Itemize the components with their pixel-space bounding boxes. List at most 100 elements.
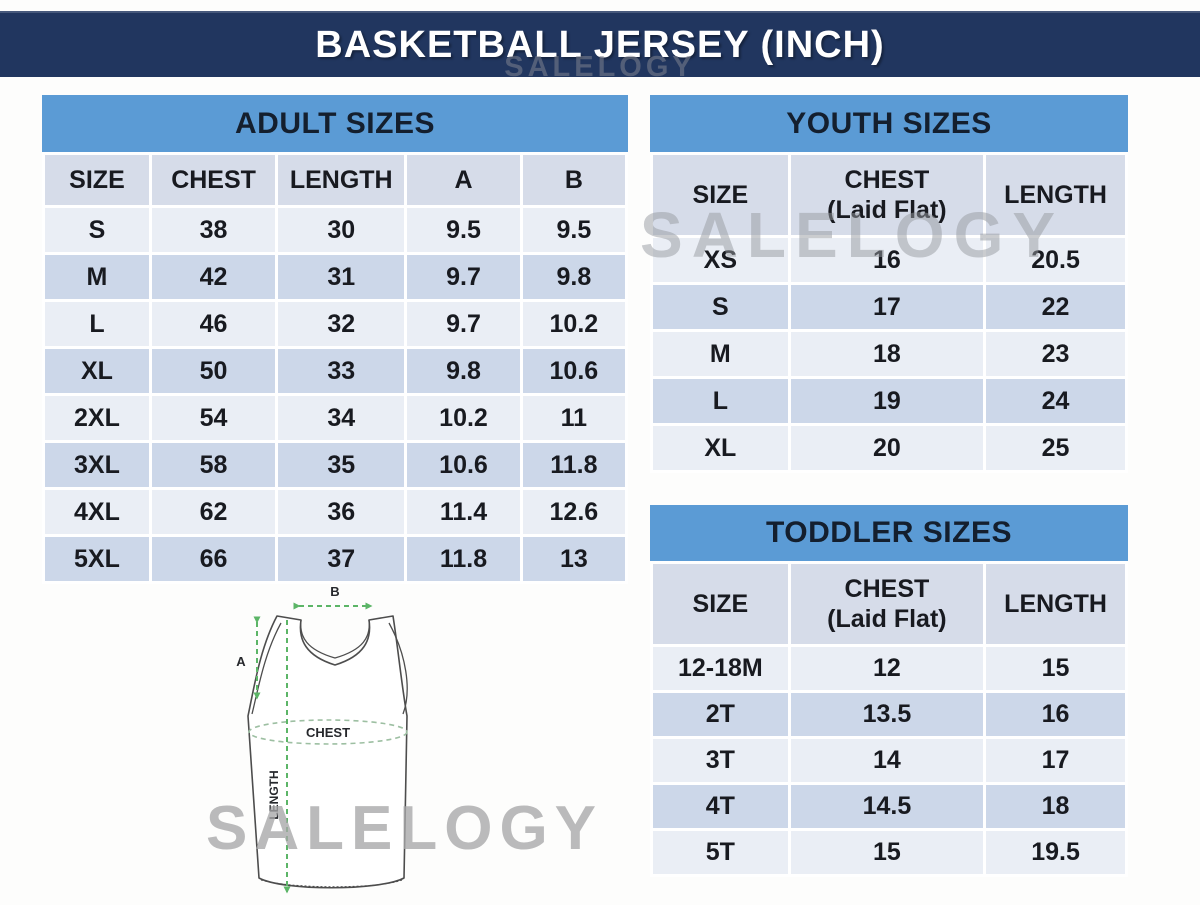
table-cell: 2XL xyxy=(45,396,149,440)
column-header: CHEST (Laid Flat) xyxy=(790,564,984,644)
table-cell: 31 xyxy=(278,255,405,299)
table-cell: L xyxy=(653,379,788,423)
table-cell: 9.7 xyxy=(407,302,520,346)
table-row: XL 50 33 9.8 10.6 xyxy=(45,349,625,393)
table-cell: 19.5 xyxy=(986,831,1125,874)
table-cell: 15 xyxy=(986,647,1125,690)
table-cell: 35 xyxy=(278,443,405,487)
table-cell: 46 xyxy=(151,302,276,346)
table-row: 2XL 54 34 10.2 11 xyxy=(45,396,625,440)
table-cell: 9.7 xyxy=(407,255,520,299)
adult-sizes-table: ADULT SIZES SIZE CHEST LENGTH A B S 38 30 9.5 9.5… xyxy=(42,95,628,584)
column-header: LENGTH xyxy=(986,155,1125,235)
table-cell: S xyxy=(45,208,149,252)
table-row: 2T 13.5 16 xyxy=(653,693,1125,736)
jersey-diagram-svg: CHEST B A LENGTH xyxy=(236,584,408,894)
table-cell: 14 xyxy=(790,739,984,782)
table-cell: 33 xyxy=(278,349,405,393)
table-cell: 13.5 xyxy=(790,693,984,736)
column-header: A xyxy=(407,155,520,205)
table-cell: XS xyxy=(653,238,788,282)
table-cell: L xyxy=(45,302,149,346)
column-header: SIZE xyxy=(653,564,788,644)
table-cell: 10.6 xyxy=(522,349,625,393)
table-cell: 5XL xyxy=(45,537,149,581)
header-row: SIZE CHEST (Laid Flat) LENGTH xyxy=(653,564,1125,644)
table-cell: 11.8 xyxy=(522,443,625,487)
column-header: B xyxy=(522,155,625,205)
table-cell: 9.8 xyxy=(522,255,625,299)
table-cell: 2T xyxy=(653,693,788,736)
table-cell: 37 xyxy=(278,537,405,581)
youth-sizes-table: YOUTH SIZES SIZE CHEST (Laid Flat) LENGTH XS… xyxy=(650,95,1128,473)
table-cell: 10.6 xyxy=(407,443,520,487)
jersey-outline xyxy=(247,615,408,889)
table-cell: 66 xyxy=(151,537,276,581)
table-cell: 16 xyxy=(790,238,984,282)
header-row: SIZE CHEST (Laid Flat) LENGTH xyxy=(653,155,1125,235)
table-cell: 25 xyxy=(986,426,1125,470)
table-row: 12-18M 12 15 xyxy=(653,647,1125,690)
table-row: M 42 31 9.7 9.8 xyxy=(45,255,625,299)
table-cell: 24 xyxy=(986,379,1125,423)
table-cell: 38 xyxy=(151,208,276,252)
table-row: L 46 32 9.7 10.2 xyxy=(45,302,625,346)
header-row: SIZE CHEST LENGTH A B xyxy=(45,155,625,205)
table-row: 4T 14.5 18 xyxy=(653,785,1125,828)
table-cell: XL xyxy=(45,349,149,393)
table-cell: 5T xyxy=(653,831,788,874)
table-cell: S xyxy=(653,285,788,329)
table-cell: M xyxy=(45,255,149,299)
column-header: CHEST xyxy=(151,155,276,205)
table-cell: 18 xyxy=(790,332,984,376)
table-cell: 14.5 xyxy=(790,785,984,828)
column-header: CHEST (Laid Flat) xyxy=(790,155,984,235)
measure-b-label: B xyxy=(330,584,339,599)
toddler-sizes-table: TODDLER SIZES SIZE CHEST (Laid Flat) LENGTH… xyxy=(650,505,1128,877)
toddler-sizes-title: TODDLER SIZES xyxy=(650,505,1128,561)
table-cell: 54 xyxy=(151,396,276,440)
table-cell: 16 xyxy=(986,693,1125,736)
column-header: SIZE xyxy=(653,155,788,235)
table-cell: 58 xyxy=(151,443,276,487)
table-row: L 19 24 xyxy=(653,379,1125,423)
table-row: 5XL 66 37 11.8 13 xyxy=(45,537,625,581)
table-row: XS 16 20.5 xyxy=(653,238,1125,282)
table-row: 3T 14 17 xyxy=(653,739,1125,782)
table-cell: 11.4 xyxy=(407,490,520,534)
table-cell: 22 xyxy=(986,285,1125,329)
adult-sizes-title: ADULT SIZES xyxy=(42,95,628,152)
chest-label: CHEST xyxy=(306,725,350,740)
table-cell: 10.2 xyxy=(522,302,625,346)
table-cell: 20 xyxy=(790,426,984,470)
table-row: 4XL 62 36 11.4 12.6 xyxy=(45,490,625,534)
table-cell: 23 xyxy=(986,332,1125,376)
table-cell: 12-18M xyxy=(653,647,788,690)
table-row: 5T 15 19.5 xyxy=(653,831,1125,874)
measure-a-label: A xyxy=(236,654,246,669)
table-cell: 15 xyxy=(790,831,984,874)
table-cell: 62 xyxy=(151,490,276,534)
page-title: BASKETBALL JERSEY (INCH) xyxy=(315,23,885,66)
table-cell: 32 xyxy=(278,302,405,346)
table-cell: 30 xyxy=(278,208,405,252)
table-cell: 9.8 xyxy=(407,349,520,393)
table-cell: 50 xyxy=(151,349,276,393)
youth-sizes-title: YOUTH SIZES xyxy=(650,95,1128,152)
table-cell: XL xyxy=(653,426,788,470)
table-row: S 38 30 9.5 9.5 xyxy=(45,208,625,252)
table-cell: 10.2 xyxy=(407,396,520,440)
table-cell: 9.5 xyxy=(407,208,520,252)
jersey-trim-lines xyxy=(251,619,408,888)
table-cell: 3XL xyxy=(45,443,149,487)
table-cell: 18 xyxy=(986,785,1125,828)
table-row: 3XL 58 35 10.6 11.8 xyxy=(45,443,625,487)
table-cell: 36 xyxy=(278,490,405,534)
column-header: SIZE xyxy=(45,155,149,205)
table-cell: 17 xyxy=(790,285,984,329)
table-cell: 42 xyxy=(151,255,276,299)
table-row: M 18 23 xyxy=(653,332,1125,376)
youth-sizes-grid: SIZE CHEST (Laid Flat) LENGTH XS 16 20.5 S 17 22 M… xyxy=(650,152,1128,473)
chest-measure-ellipse xyxy=(248,719,408,745)
page-banner: BASKETBALL JERSEY (INCH) xyxy=(0,11,1200,77)
